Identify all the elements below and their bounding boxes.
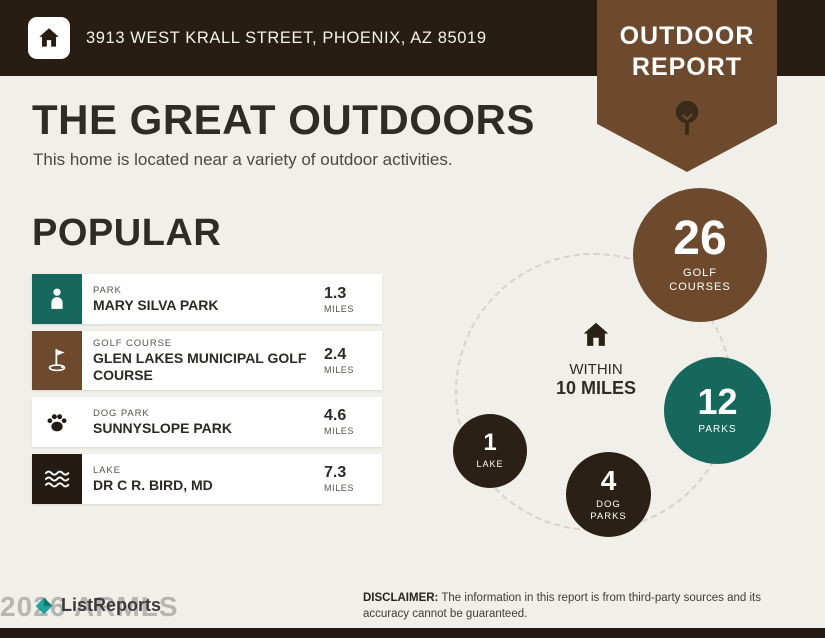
disclaimer-text: The information in this report is from t… [363, 592, 761, 621]
ribbon-line1: OUTDOOR [619, 22, 755, 50]
waves-icon [32, 453, 82, 504]
ribbon-line2: REPORT [631, 53, 743, 81]
house-icon [583, 322, 609, 346]
item-distance-unit: MILES [324, 426, 355, 437]
home-chip [28, 17, 70, 59]
item-category: LAKE [93, 464, 121, 476]
item-distance-unit: MILES [324, 483, 355, 494]
stat-parks: 12 PARKS [664, 357, 771, 464]
disclaimer: DISCLAIMER: The information in this repo… [363, 590, 799, 622]
radius-center-label: WITHIN 10 MILES [537, 320, 655, 399]
list-item-park: PARK MARY SILVA PARK 1.3 MILES [32, 274, 382, 324]
stat-value: 4 [600, 464, 617, 496]
list-item-lake: LAKE DR C R. BIRD, MD 7.3 MILES [32, 453, 382, 504]
item-name: MARY SILVA PARK [93, 297, 219, 314]
stat-label: LAKE [476, 459, 504, 470]
outdoor-report-ribbon: OUTDOOR REPORT [597, 0, 777, 172]
radius-distance: 10 MILES [555, 378, 637, 398]
list-item-dog-park: DOG PARK SUNNYSLOPE PARK 4.6 MILES [32, 396, 382, 447]
item-distance: 1.3 [324, 284, 347, 302]
stat-golf-courses: 26 GOLF COURSES [633, 188, 767, 322]
stat-label: DOG PARKS [590, 498, 627, 522]
item-name: GLEN LAKES MUNICIPAL GOLF COURSE [93, 350, 307, 383]
armls-watermark: 2026 ARMLS [0, 591, 179, 622]
item-distance-unit: MILES [324, 364, 355, 375]
listreports-logo: ListReports [34, 595, 161, 616]
popular-heading: POPULAR [32, 212, 222, 254]
stat-value: 12 [697, 381, 738, 423]
paw-icon [32, 396, 82, 447]
popular-list: PARK MARY SILVA PARK 1.3 MILES GOLF COUR… [32, 274, 382, 504]
page-subtitle: This home is located near a variety of o… [33, 150, 453, 169]
property-address: 3913 WEST KRALL STREET, PHOENIX, AZ 8501… [86, 28, 487, 47]
item-name: SUNNYSLOPE PARK [93, 419, 232, 436]
stat-lake: 1 LAKE [453, 414, 527, 488]
stat-label: GOLF COURSES [669, 267, 731, 293]
logo-text: ListReports [61, 595, 162, 615]
item-distance: 7.3 [324, 464, 347, 482]
stat-label: PARKS [698, 424, 737, 436]
stat-dog-parks: 4 DOG PARKS [566, 452, 651, 537]
page-title: THE GREAT OUTDOORS [32, 96, 535, 143]
list-item-golf-course: GOLF COURSE GLEN LAKES MUNICIPAL GOLF CO… [32, 331, 382, 390]
item-name: DR C R. BIRD, MD [93, 476, 213, 493]
park-person-icon [32, 274, 82, 324]
item-distance-unit: MILES [324, 303, 355, 314]
stat-value: 1 [483, 429, 497, 457]
tree-icon [666, 96, 708, 147]
house-icon [39, 28, 59, 47]
item-distance: 2.4 [324, 345, 347, 363]
item-category: DOG PARK [93, 407, 150, 419]
stat-value: 26 [673, 212, 727, 266]
disclaimer-label: DISCLAIMER: [363, 592, 439, 604]
item-category: GOLF COURSE [93, 338, 173, 349]
golf-icon [32, 331, 82, 390]
item-category: PARK [93, 285, 122, 297]
item-distance: 4.6 [324, 407, 347, 425]
bottom-bar [0, 628, 825, 638]
within-label: WITHIN [569, 361, 623, 378]
listreports-logo-icon [35, 597, 53, 614]
